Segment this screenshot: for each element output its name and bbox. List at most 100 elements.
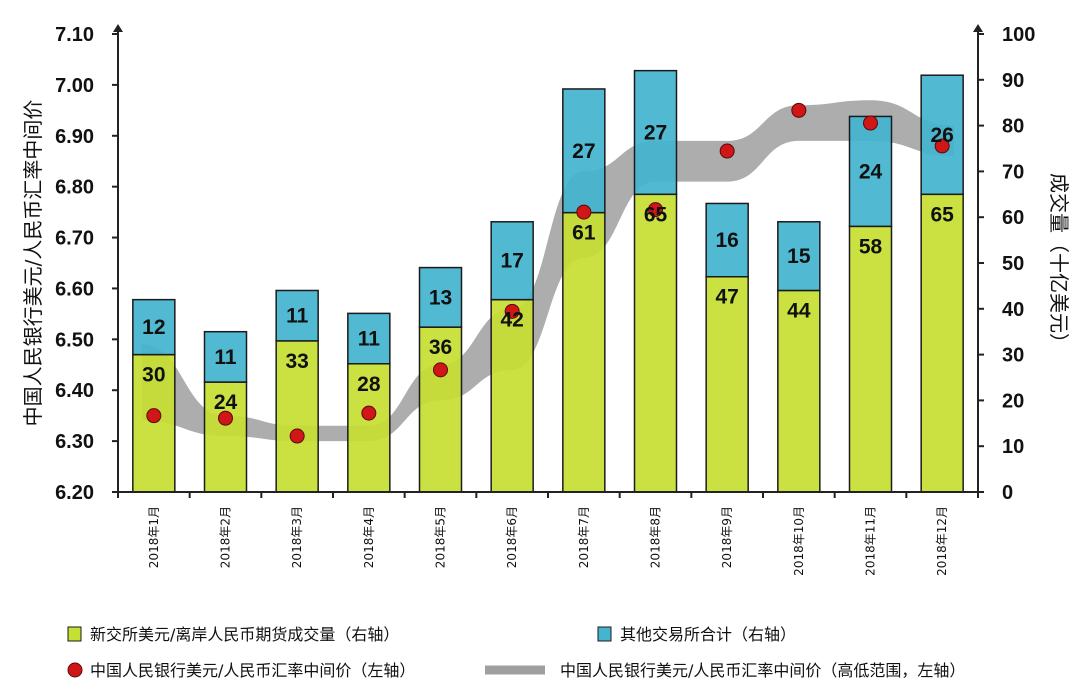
x-tick-label: 2018年1月 (147, 506, 161, 568)
point-midrate (361, 405, 377, 421)
legend: 新交所美元/离岸人民币期货成交量（右轴） 其他交易所合计（右轴） 中国人民银行美元/… (67, 625, 965, 680)
data-label-blue: 27 (644, 121, 667, 144)
x-tick-label: 2018年3月 (290, 506, 304, 568)
x-tick-label: 2018年11月 (864, 506, 878, 576)
x-tick-label: 2018年10月 (792, 506, 806, 576)
legend-label-green: 新交所美元/离岸人民币期货成交量（右轴） (90, 625, 399, 644)
bar-blue (777, 221, 821, 292)
right-tick-label: 0 (1002, 482, 1013, 504)
data-label-green: 58 (859, 235, 883, 258)
bar-blue (132, 298, 176, 356)
right-tick-label: 40 (1002, 299, 1024, 321)
data-label-green: 44 (787, 299, 811, 322)
point-midrate (648, 202, 663, 218)
right-tick-label: 10 (1002, 436, 1024, 458)
range-band-layer (141, 100, 955, 442)
data-label-green: 28 (357, 373, 381, 396)
right-axis-arrow (973, 24, 983, 32)
bar-green (848, 225, 893, 493)
x-tick-label: 2018年2月 (219, 506, 233, 568)
bar-blue (490, 221, 534, 301)
data-label-green: 65 (930, 203, 954, 226)
bar-blue (562, 88, 606, 214)
point-midrate (218, 410, 233, 426)
right-axis-title: 成交量（十亿美元） (1047, 173, 1071, 353)
data-label-green: 33 (285, 350, 308, 373)
data-label-green: 65 (644, 203, 668, 226)
left-tick-label: 6.90 (55, 126, 94, 148)
data-label-blue: 17 (500, 250, 523, 273)
bar-green (920, 193, 964, 493)
right-tick-label: 80 (1002, 116, 1024, 138)
right-tick-label: 90 (1002, 70, 1024, 92)
data-label-green: 47 (715, 286, 738, 309)
legend-label-band: 中国人民银行美元/人民币汇率中间价（高低范围，左轴） (560, 661, 965, 680)
x-tick-label: 2018年4月 (362, 506, 376, 568)
data-label-blue: 16 (715, 229, 738, 252)
dot-layer (146, 102, 950, 444)
data-label-blue: 27 (572, 140, 595, 163)
data-label-green: 24 (214, 391, 238, 414)
left-tick-label: 6.20 (55, 482, 94, 504)
data-label-green: 30 (142, 364, 165, 387)
data-label-green: 42 (500, 309, 523, 332)
left-tick-label: 6.80 (55, 177, 94, 199)
point-midrate (719, 143, 735, 159)
left-tick-label: 6.40 (55, 380, 94, 402)
data-label-blue: 12 (142, 316, 165, 339)
left-tick-label: 6.70 (55, 228, 94, 250)
left-tick-label: 7.10 (55, 24, 94, 46)
data-label-blue: 11 (214, 346, 237, 369)
point-midrate (576, 204, 592, 220)
bar-layer (132, 69, 964, 493)
bar-blue (275, 289, 319, 342)
left-axis-arrow (113, 24, 123, 32)
range-band (141, 100, 955, 442)
x-tick-label: 2018年8月 (649, 506, 663, 568)
x-tick-label: 2018年5月 (434, 506, 448, 568)
data-label-green: 61 (572, 222, 596, 245)
bar-green (633, 193, 678, 493)
bar-green (777, 289, 821, 493)
left-tick-label: 6.30 (55, 431, 94, 453)
legend-label-blue: 其他交易所合计（右轴） (620, 625, 796, 644)
point-midrate (934, 138, 950, 154)
bar-blue (705, 202, 749, 278)
legend-swatch-green (67, 626, 82, 642)
legend-swatch-dot (67, 662, 83, 678)
left-tick-label: 6.60 (55, 278, 94, 300)
point-midrate (791, 102, 807, 118)
legend-swatch-blue (597, 626, 612, 642)
bar-blue (920, 74, 964, 196)
bar-green (562, 211, 606, 493)
data-label-blue: 13 (429, 286, 452, 309)
right-tick-label: 50 (1002, 253, 1024, 275)
data-label-layer: 30 12 24 11 33 11 28 11 36 13 42 17 61 27 65 27 47 16 44 15… (142, 121, 954, 414)
right-tick-label: 100 (1002, 24, 1035, 46)
point-midrate (433, 362, 448, 378)
right-tick-label: 30 (1002, 345, 1024, 367)
left-tick-label: 7.00 (55, 75, 94, 97)
bar-green (490, 298, 534, 493)
point-midrate (863, 115, 878, 131)
data-label-blue: 15 (787, 245, 811, 268)
bar-blue (347, 312, 391, 365)
bar-green (705, 275, 749, 493)
point-midrate (146, 408, 162, 424)
right-tick-label: 70 (1002, 161, 1024, 183)
x-tick-label: 2018年12月 (935, 506, 949, 576)
point-midrate (289, 428, 305, 444)
point-midrate (504, 303, 520, 319)
axis-layer: 6.20 6.30 6.40 6.50 6.60 6.70 6.80 6.90 7.00 7.10… (21, 24, 1071, 576)
left-tick-label: 6.50 (55, 329, 94, 351)
data-label-blue: 26 (930, 124, 953, 147)
bar-blue (418, 266, 463, 328)
right-tick-label: 20 (1002, 390, 1024, 412)
data-label-green: 36 (429, 336, 452, 359)
bar-blue (633, 69, 678, 196)
bar-green (132, 353, 176, 493)
data-label-blue: 11 (286, 305, 309, 328)
left-axis-title: 中国人民银行美元/人民币汇率中间价 (21, 100, 45, 427)
x-tick-label: 2018年7月 (577, 506, 591, 568)
